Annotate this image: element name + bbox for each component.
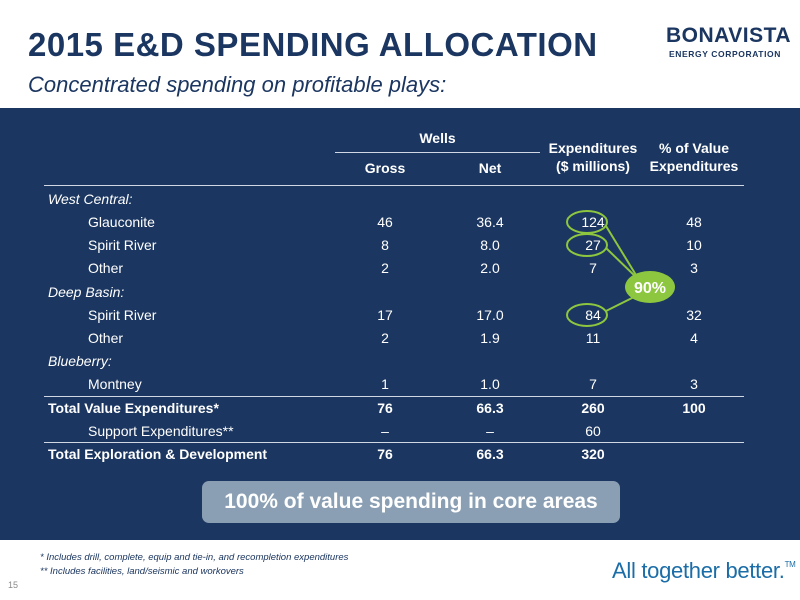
total-value-label: Total Value Expenditures* [48, 400, 219, 416]
percent-header-line2: Expenditures [649, 158, 739, 174]
row-label: Spirit River [88, 307, 157, 323]
expenditure-cell: 124 [581, 214, 605, 230]
gross-cell: 2 [381, 330, 389, 346]
tagline-trademark: TM [784, 560, 796, 569]
gross-column-header: Gross [364, 160, 406, 176]
gross-cell: 8 [381, 237, 389, 253]
row-label: Other [88, 330, 124, 346]
tagline: All together better.TM [612, 558, 796, 584]
net-cell: 8.0 [480, 237, 500, 253]
net-cell: 66.3 [476, 446, 504, 462]
expenditure-cell: 11 [585, 330, 601, 346]
percent-header-line1: % of Value [658, 140, 730, 156]
net-cell: 66.3 [476, 400, 504, 416]
row-label: Glauconite [88, 214, 155, 230]
net-cell: 17.0 [476, 307, 504, 323]
net-column-header: Net [478, 160, 502, 176]
wells-group-header: Wells [419, 130, 456, 146]
percent-cell: 3 [690, 376, 698, 392]
slide-title: 2015 E&D SPENDING ALLOCATION [28, 26, 598, 63]
header-bottom-rule [44, 185, 744, 186]
logo-wordmark: BONAVISTA [666, 24, 792, 47]
wells-header-rule [335, 152, 540, 153]
expenditure-cell: 7 [589, 376, 597, 392]
content-panel [0, 108, 800, 540]
expenditure-cell: 7 [589, 260, 597, 276]
expenditure-cell: 260 [581, 400, 605, 416]
section-label-west-central: West Central: [48, 191, 133, 207]
logo-subtext: ENERGY CORPORATION [668, 49, 782, 59]
net-cell: 1.0 [480, 376, 500, 392]
net-cell: 2.0 [480, 260, 500, 276]
expenditure-cell: 320 [581, 446, 605, 462]
grand-total-label: Total Exploration & Development [48, 446, 268, 462]
expenditure-cell: 60 [585, 423, 601, 439]
row-label: Other [88, 260, 124, 276]
gross-cell: 1 [381, 376, 389, 392]
slide-subtitle: Concentrated spending on profitable play… [28, 72, 447, 97]
grand-total-rule [44, 442, 744, 443]
total-top-rule [44, 396, 744, 397]
expenditures-header-line2: ($ millions) [556, 158, 630, 174]
gross-cell: 46 [377, 214, 393, 230]
percent-cell: 32 [686, 307, 702, 323]
percent-cell: 48 [686, 214, 702, 230]
percent-cell: 3 [690, 260, 698, 276]
row-label: Montney [88, 376, 142, 392]
core-areas-banner: 100% of value spending in core areas [202, 481, 620, 523]
expenditure-cell: 27 [585, 237, 601, 253]
percent-cell: 10 [686, 237, 702, 253]
section-label-blueberry: Blueberry: [48, 353, 112, 369]
gross-cell: 2 [381, 260, 389, 276]
page-number: 15 [8, 580, 19, 590]
row-label: Spirit River [88, 237, 157, 253]
gross-cell: 17 [377, 307, 393, 323]
slide-footer [0, 540, 800, 600]
net-cell: 1.9 [480, 330, 500, 346]
row-label: Support Expenditures** [88, 423, 234, 439]
gross-cell: – [381, 423, 389, 439]
net-cell: – [486, 423, 494, 439]
gross-cell: 76 [377, 446, 393, 462]
tagline-text: All together better. [612, 558, 785, 583]
percent-cell: 4 [690, 330, 698, 346]
gross-cell: 76 [377, 400, 393, 416]
company-logo: BONAVISTA ENERGY CORPORATION [666, 24, 792, 64]
footnote-1: * Includes drill, complete, equip and ti… [40, 552, 349, 563]
footnote-2: ** Includes facilities, land/seismic and… [40, 566, 244, 577]
expenditure-cell: 84 [585, 307, 601, 323]
net-cell: 36.4 [476, 214, 504, 230]
slide-header: 2015 E&D SPENDING ALLOCATION Concentrate… [0, 0, 800, 108]
percent-cell: 100 [682, 400, 706, 416]
expenditures-header-line1: Expenditures [548, 140, 638, 156]
section-label-deep-basin: Deep Basin: [48, 284, 125, 300]
